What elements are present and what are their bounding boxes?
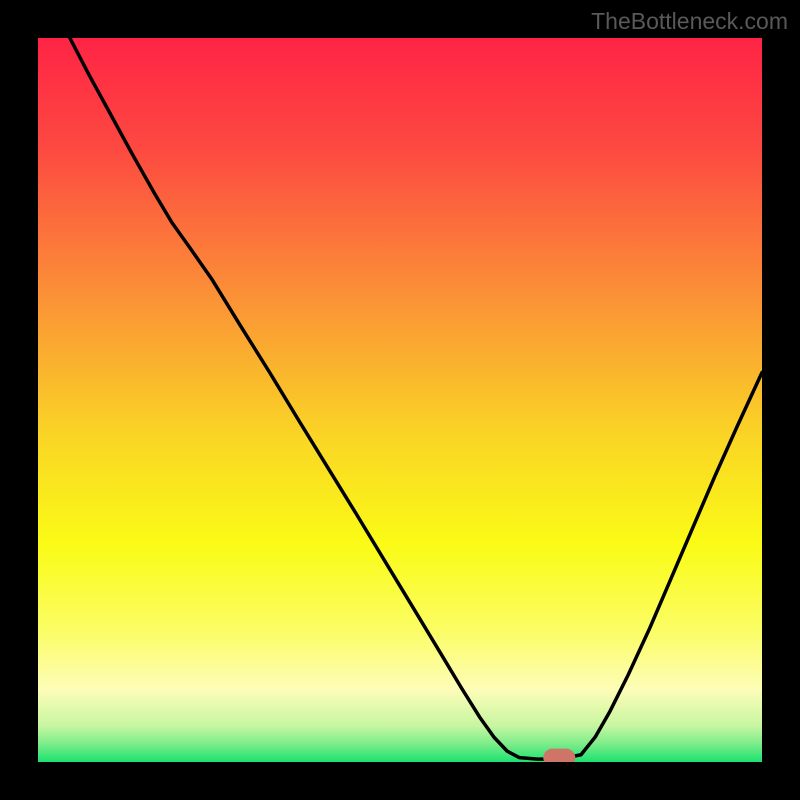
watermark-text: TheBottleneck.com [591, 8, 788, 35]
curve-layer [38, 38, 762, 762]
bottleneck-curve [70, 38, 762, 759]
plot-area [38, 38, 762, 762]
chart-container: TheBottleneck.com [0, 0, 800, 800]
optimal-marker [543, 749, 575, 762]
